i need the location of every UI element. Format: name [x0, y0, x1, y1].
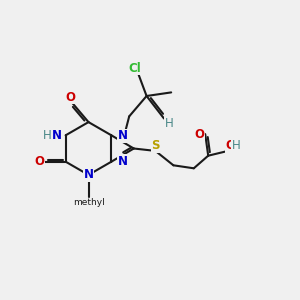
Text: O: O	[34, 155, 44, 168]
Text: H: H	[165, 117, 174, 130]
Text: Cl: Cl	[129, 61, 142, 75]
Text: S: S	[152, 139, 160, 152]
Text: H: H	[43, 129, 51, 142]
Text: N: N	[84, 168, 94, 181]
Text: O: O	[194, 128, 204, 141]
Text: N: N	[52, 129, 61, 142]
Text: O: O	[65, 91, 76, 104]
Text: methyl: methyl	[73, 198, 104, 207]
Text: N: N	[118, 129, 128, 142]
Text: N: N	[118, 154, 128, 168]
Text: O: O	[225, 139, 236, 152]
Text: H: H	[231, 139, 240, 152]
